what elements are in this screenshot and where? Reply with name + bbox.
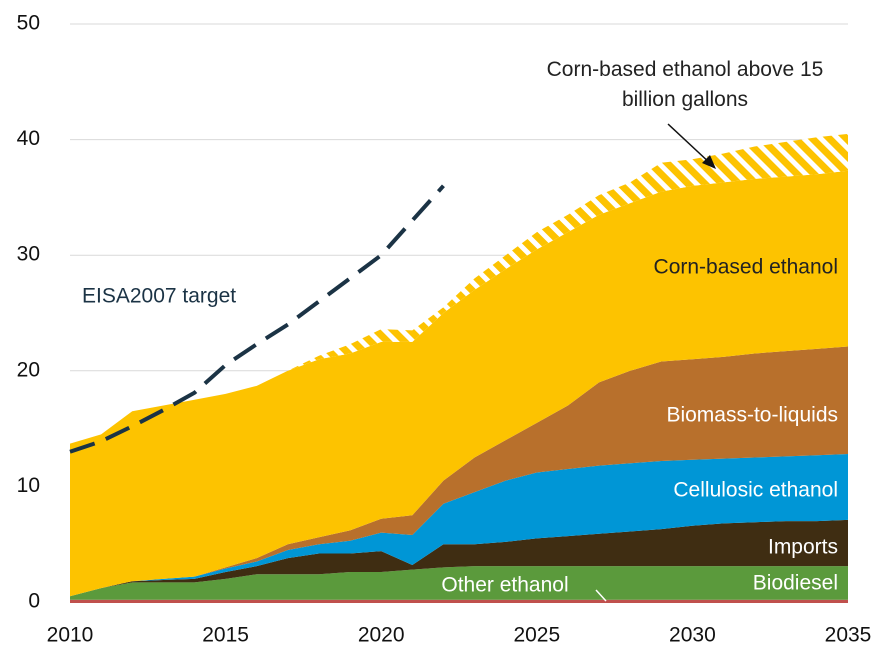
series-label: Imports [768, 536, 838, 559]
y-tick-label: 0 [28, 590, 40, 613]
area [70, 133, 848, 444]
area [70, 519, 848, 597]
arrow [667, 123, 713, 166]
series-label: Corn-based ethanol [654, 256, 838, 279]
y-tick-label: 20 [17, 358, 40, 381]
x-tick-label: 2015 [202, 624, 249, 647]
series-label: Other ethanol [441, 574, 568, 597]
series-label: Biomass-to-liquids [666, 404, 838, 427]
x-tick-label: 2035 [825, 624, 872, 647]
area [70, 346, 848, 597]
area [70, 170, 848, 597]
arrow [595, 589, 607, 602]
x-tick-label: 2025 [513, 624, 560, 647]
arrow-head [702, 155, 716, 169]
y-tick-label: 10 [17, 474, 40, 497]
target-label: EISA2007 target [82, 285, 236, 308]
series-label: Biodiesel [753, 572, 838, 595]
x-tick-label: 2010 [47, 624, 94, 647]
x-tick-label: 2030 [669, 624, 716, 647]
series-label: Cellulosic ethanol [673, 479, 838, 502]
area [70, 566, 848, 600]
y-tick-label: 50 [17, 12, 40, 35]
area [70, 454, 848, 597]
series-label: Corn-based ethanol above 15 billion gall… [546, 58, 824, 111]
y-tick-label: 40 [17, 127, 40, 150]
y-tick-label: 30 [17, 243, 40, 266]
x-tick-label: 2020 [358, 624, 405, 647]
